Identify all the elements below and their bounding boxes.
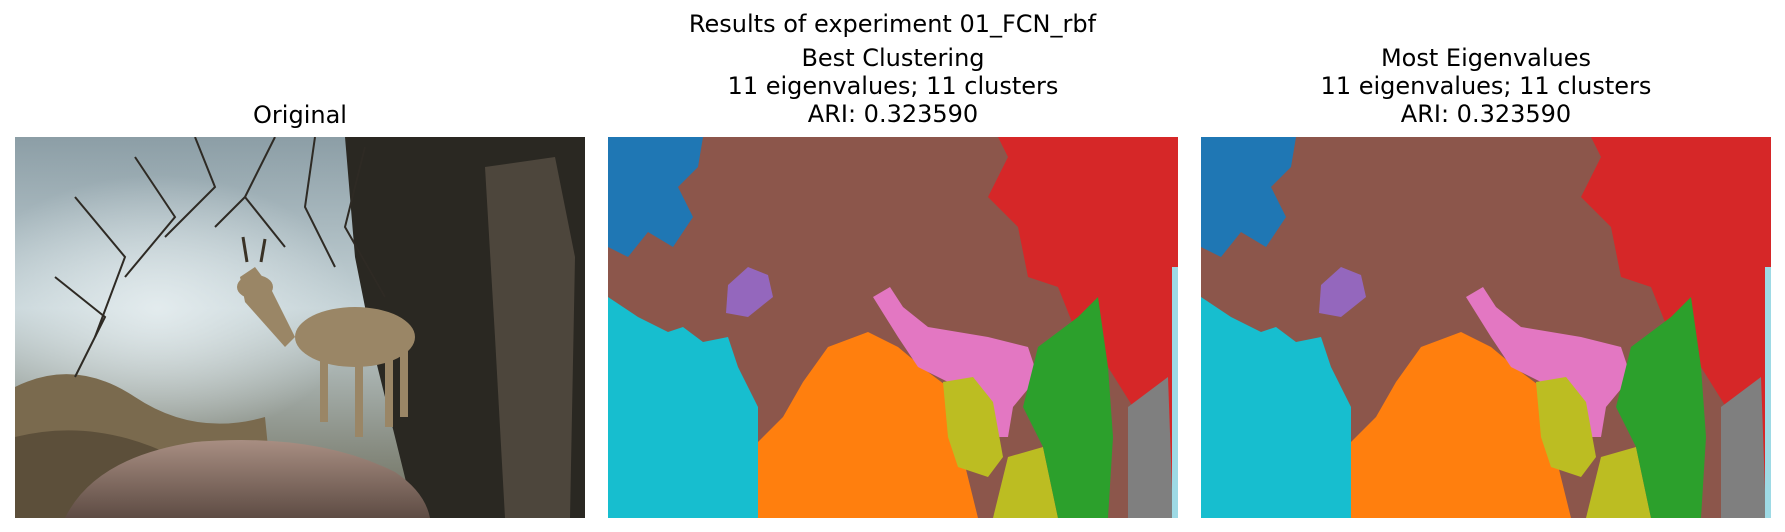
figure-suptitle: Results of experiment 01_FCN_rbf [688,10,1097,38]
original-photo [15,137,585,518]
best-clustering-segmentation-image [608,137,1178,518]
panel-title-line: Original [253,101,347,129]
panel-title-best-clustering: Best Clustering 11 eigenvalues; 11 clust… [608,44,1178,128]
best-clustering-segmentation [608,137,1178,518]
most-eigenvalues-segmentation-image [1201,137,1771,518]
panel-title-line: Most Eigenvalues [1380,44,1592,72]
original-photo-image [15,137,585,518]
panel-title-line: ARI: 0.323590 [807,100,979,128]
panel-title-most-eigenvalues: Most Eigenvalues 11 eigenvalues; 11 clus… [1201,44,1771,128]
most-eigenvalues-segmentation [1201,137,1771,518]
panel-title-line: 11 eigenvalues; 11 clusters [1320,72,1652,100]
panel-title-line: 11 eigenvalues; 11 clusters [727,72,1059,100]
panel-title-original: Original [15,101,585,129]
panel-title-line: ARI: 0.323590 [1400,100,1572,128]
panel-title-line: Best Clustering [801,44,985,72]
